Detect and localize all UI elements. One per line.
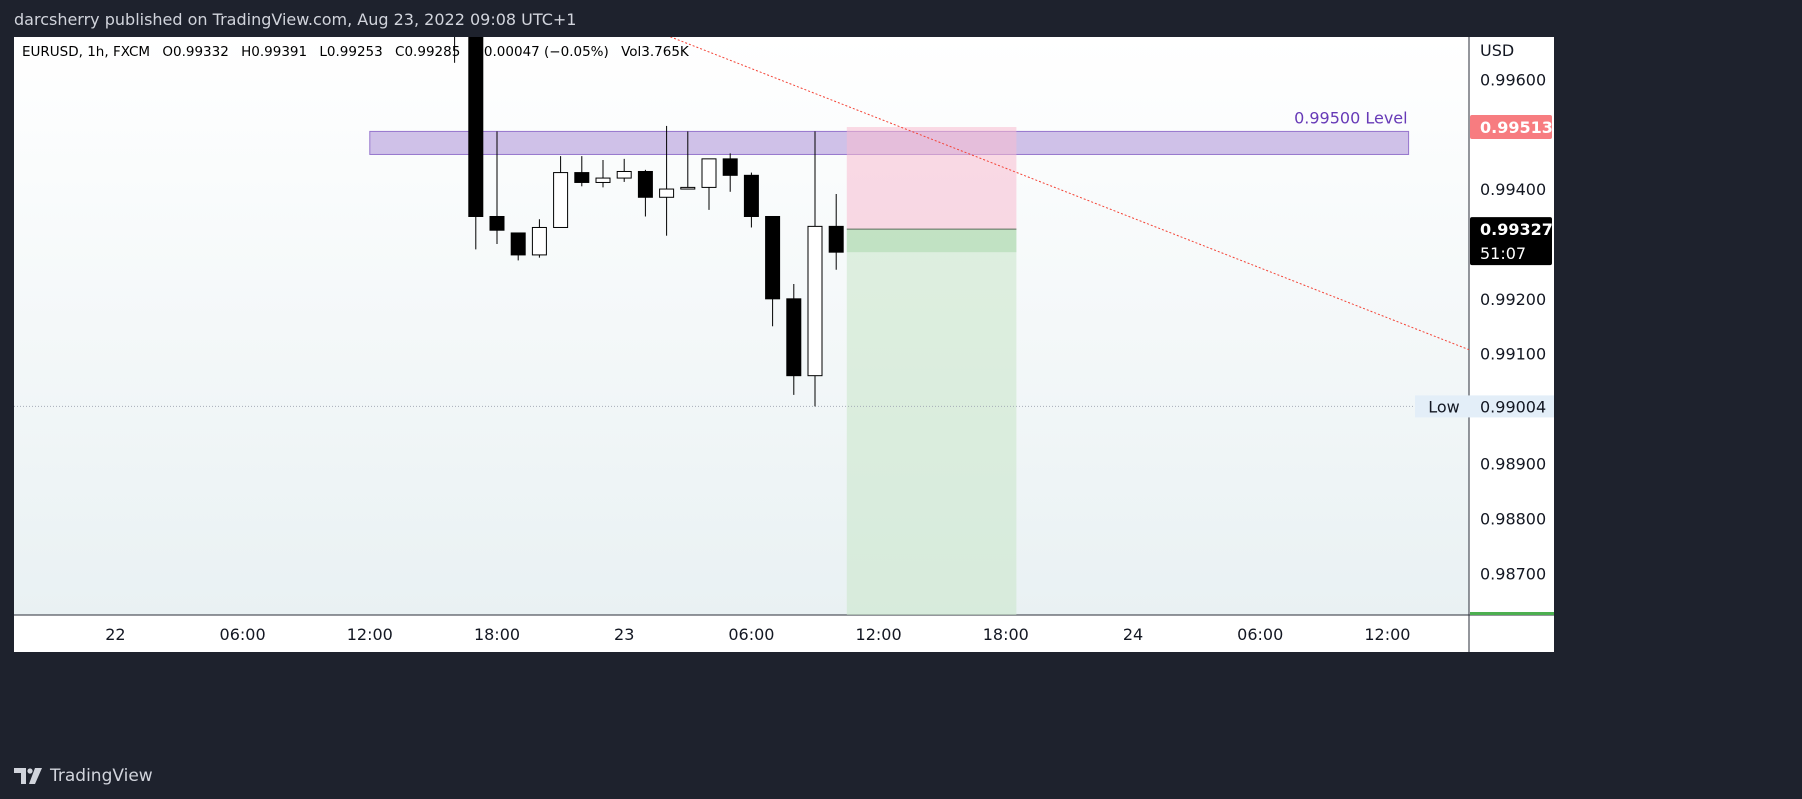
- plot-area[interactable]: [14, 37, 1469, 615]
- legend-change: −0.00047 (−0.05%): [473, 44, 609, 60]
- publish-header: darcsherry published on TradingView.com,…: [14, 10, 577, 29]
- candle: [510, 232, 526, 261]
- footer: TradingView: [14, 766, 153, 786]
- candle-body-up: [595, 177, 611, 183]
- candle: [680, 131, 696, 190]
- level-label: 0.99500 Level: [1294, 108, 1407, 127]
- price-badge-stop: 0.99513: [1470, 115, 1553, 140]
- x-tick-label: 06:00: [1237, 625, 1283, 644]
- entry-band: [846, 229, 1017, 253]
- x-tick-label: 24: [1123, 625, 1143, 644]
- candle-body-up: [531, 226, 547, 256]
- candle-body-down: [574, 172, 590, 183]
- y-tick-label: 0.99400: [1480, 180, 1546, 199]
- candle: [454, 37, 456, 63]
- tradingview-logo-icon: [14, 768, 42, 784]
- footer-brand: TradingView: [50, 766, 153, 786]
- x-tick-label: 22: [105, 625, 125, 644]
- candle-body-up: [616, 170, 632, 179]
- candles: [454, 37, 844, 407]
- x-tick-label: 12:00: [1364, 625, 1410, 644]
- candle-body-up: [553, 172, 569, 228]
- candle: [743, 172, 759, 228]
- candle-body-up: [701, 158, 717, 188]
- candle: [765, 215, 781, 327]
- low-tag: Low: [1428, 397, 1460, 416]
- candle: [616, 158, 632, 182]
- currency-label: USD: [1480, 41, 1514, 60]
- current-price-label: 0.99327: [1480, 220, 1553, 239]
- price-chart[interactable]: 0.99500 Level EURUSD, 1h, FXCM O0.99332 …: [14, 37, 1786, 750]
- legend-symbol: EURUSD, 1h, FXCM: [22, 44, 150, 60]
- candle: [595, 159, 611, 188]
- candle: [637, 169, 653, 217]
- volume-scale-marker: [1470, 612, 1554, 615]
- x-tick-label: 18:00: [983, 625, 1029, 644]
- x-tick-label: 06:00: [220, 625, 266, 644]
- stop-loss-zone[interactable]: [846, 127, 1017, 230]
- x-tick-label: 23: [614, 625, 634, 644]
- x-tick-label: 06:00: [728, 625, 774, 644]
- candle-body-down: [468, 37, 484, 217]
- candle: [553, 156, 569, 228]
- candle-body-up: [680, 186, 696, 190]
- time-scale[interactable]: [14, 615, 1469, 652]
- scale-corner: [1469, 615, 1554, 652]
- stop-price-label: 0.99513: [1480, 118, 1553, 137]
- y-tick-labels: 0.99600 0.99400 0.99200 0.99100 0.98900 0.988…: [1480, 70, 1546, 583]
- candle-body-down: [510, 232, 526, 256]
- candle-body-down: [637, 170, 653, 198]
- bar-countdown: 51:07: [1480, 244, 1526, 263]
- legend-low: L0.99253: [319, 44, 382, 60]
- candle-body-down: [722, 158, 738, 176]
- legend-volume: Vol3.765K: [621, 44, 690, 60]
- candle: [786, 284, 802, 395]
- candle: [722, 153, 738, 192]
- candle: [574, 156, 590, 187]
- candle: [468, 37, 484, 250]
- candle: [828, 193, 844, 270]
- candle-body-up: [659, 188, 675, 198]
- y-tick-label: 0.99100: [1480, 345, 1546, 364]
- candle-body-down: [743, 174, 759, 217]
- chart-frame[interactable]: 0.99500 Level EURUSD, 1h, FXCM O0.99332 …: [14, 37, 1786, 750]
- y-tick-label: 0.98800: [1480, 509, 1546, 528]
- candle-body-down: [828, 225, 844, 253]
- candle-body-down: [489, 215, 505, 231]
- x-tick-labels: 22 06:00 12:00 18:00 23 06:00 12:00 18:00 24 06:0…: [105, 625, 1410, 644]
- take-profit-zone[interactable]: [846, 229, 1017, 616]
- ohlc-legend: EURUSD, 1h, FXCM O0.99332 H0.99391 L0.99…: [22, 44, 690, 60]
- y-tick-label: 0.98700: [1480, 564, 1546, 583]
- legend-close: C0.99285: [395, 44, 460, 60]
- legend-high: H0.99391: [241, 44, 307, 60]
- candle: [659, 125, 675, 236]
- candle: [701, 158, 717, 210]
- svg-text:EURUSD, 1h, FXCM O0.99: EURUSD, 1h, FXCM O0.99332 H0.99391 L0.99…: [22, 44, 690, 60]
- low-price-label: 0.99004: [1480, 397, 1546, 416]
- x-tick-label: 12:00: [347, 625, 393, 644]
- low-marker: Low 0.99004: [1415, 395, 1554, 418]
- y-tick-label: 0.99200: [1480, 290, 1546, 309]
- price-badge-current: 0.99327 51:07: [1470, 217, 1553, 266]
- y-tick-label: 0.99600: [1480, 70, 1546, 89]
- candle: [807, 131, 823, 407]
- y-tick-label: 0.98900: [1480, 455, 1546, 474]
- x-tick-label: 18:00: [474, 625, 520, 644]
- candle-body-up: [807, 225, 823, 377]
- legend-open: O0.99332: [162, 44, 228, 60]
- candle: [531, 219, 547, 258]
- candle-body-down: [765, 215, 781, 300]
- x-tick-label: 12:00: [856, 625, 902, 644]
- candle-body-down: [786, 298, 802, 377]
- candle: [489, 131, 505, 244]
